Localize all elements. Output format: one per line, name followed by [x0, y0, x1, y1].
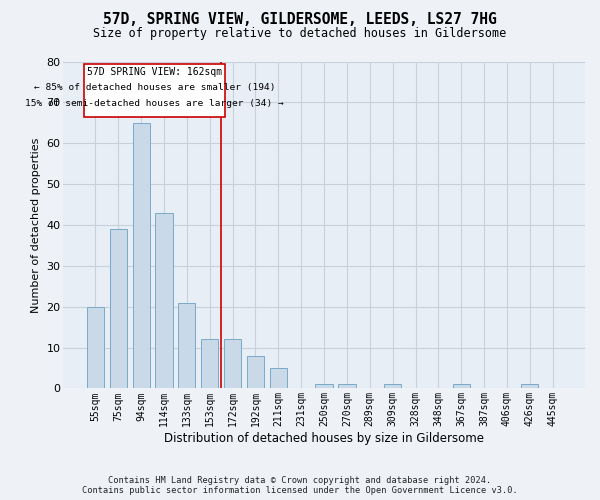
Bar: [521, 384, 538, 388]
Text: 57D SPRING VIEW: 162sqm: 57D SPRING VIEW: 162sqm: [87, 67, 222, 77]
Text: Contains HM Land Registry data © Crown copyright and database right 2024.
Contai: Contains HM Land Registry data © Crown c…: [82, 476, 518, 495]
Bar: [247, 356, 264, 388]
Y-axis label: Number of detached properties: Number of detached properties: [31, 138, 41, 312]
Bar: [224, 340, 241, 388]
Bar: [338, 384, 356, 388]
Text: Size of property relative to detached houses in Gildersome: Size of property relative to detached ho…: [94, 28, 506, 40]
Text: 15% of semi-detached houses are larger (34) →: 15% of semi-detached houses are larger (…: [25, 99, 284, 108]
FancyBboxPatch shape: [84, 64, 224, 116]
Bar: [384, 384, 401, 388]
Bar: [155, 212, 173, 388]
Bar: [110, 229, 127, 388]
Bar: [270, 368, 287, 388]
Bar: [201, 340, 218, 388]
Bar: [178, 302, 196, 388]
Bar: [87, 306, 104, 388]
Bar: [452, 384, 470, 388]
Text: 57D, SPRING VIEW, GILDERSOME, LEEDS, LS27 7HG: 57D, SPRING VIEW, GILDERSOME, LEEDS, LS2…: [103, 12, 497, 28]
Bar: [316, 384, 332, 388]
Text: ← 85% of detached houses are smaller (194): ← 85% of detached houses are smaller (19…: [34, 83, 275, 92]
Bar: [133, 123, 150, 388]
X-axis label: Distribution of detached houses by size in Gildersome: Distribution of detached houses by size …: [164, 432, 484, 445]
